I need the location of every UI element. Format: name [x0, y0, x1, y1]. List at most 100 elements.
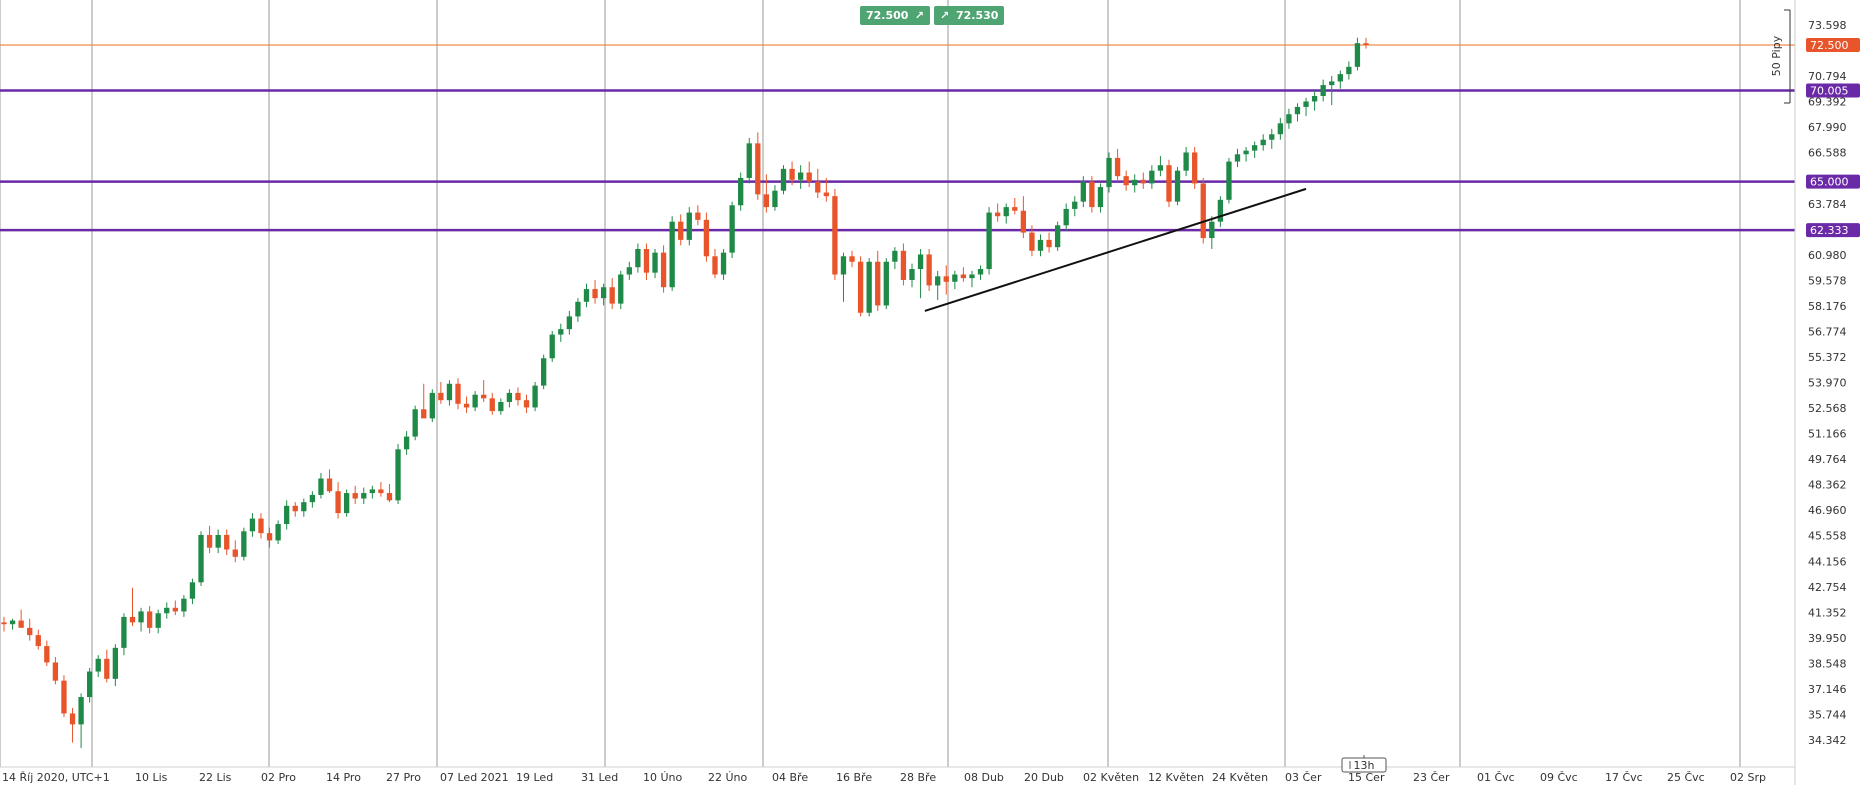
candle-body	[857, 261, 864, 313]
candle-up	[720, 248, 727, 280]
candle-down	[789, 161, 795, 186]
candle-up	[917, 248, 924, 299]
candle-body	[421, 409, 427, 419]
candle-body	[772, 190, 778, 208]
candle-body	[849, 256, 855, 262]
candle-body	[995, 212, 1001, 217]
candle-body	[1054, 225, 1061, 248]
candle-body	[1106, 157, 1112, 188]
candle-up	[189, 578, 196, 605]
candle-body	[1157, 165, 1164, 171]
horizontal-levels[interactable]	[0, 44, 1795, 232]
x-tick-label: 03 Čer	[1285, 771, 1322, 784]
candle-body	[284, 505, 290, 525]
candle-down	[335, 482, 341, 519]
candle-down	[266, 527, 273, 548]
candle-up	[1337, 70, 1343, 89]
time-axis[interactable]: 14 Říj 2020, UTC+1 10 Lis 22 Lis 02 Pro 14 P…	[2, 771, 1766, 784]
candle-body	[361, 493, 367, 499]
candle-body	[335, 491, 341, 514]
candle-up	[275, 520, 281, 545]
candle-down	[703, 212, 710, 262]
candle-up	[1320, 79, 1326, 102]
candle-up	[1072, 196, 1078, 217]
candle-body	[446, 383, 453, 401]
candle-body	[652, 252, 658, 273]
trendline[interactable]	[924, 187, 1307, 312]
y-tick-label: 35.744	[1808, 708, 1847, 721]
pips-ruler[interactable]: 50 Pipy	[1770, 9, 1791, 104]
candle-body	[189, 582, 196, 599]
candle-up	[772, 185, 778, 211]
candle-body	[1183, 152, 1189, 171]
candle-body	[960, 274, 967, 279]
candle-down	[643, 243, 650, 280]
candle-up	[87, 667, 93, 703]
candle-body	[969, 274, 975, 279]
y-tick-label: 42.754	[1808, 581, 1847, 594]
buy-price-button[interactable]: ↗ 72.530	[934, 6, 1004, 25]
candle-down	[755, 132, 761, 200]
candle-body	[258, 518, 264, 534]
candle-body	[1234, 154, 1241, 162]
candle-up	[369, 485, 375, 499]
candle-body	[326, 478, 333, 492]
candle-up	[9, 618, 16, 630]
candle-body	[917, 254, 924, 270]
candle-body	[1080, 181, 1086, 202]
candle-up	[138, 607, 144, 632]
candle-body	[455, 383, 461, 404]
candle-up	[249, 513, 256, 537]
candle-down	[1114, 148, 1121, 182]
candle-body	[635, 248, 641, 268]
candle-down	[712, 248, 718, 279]
candle-up	[626, 261, 632, 280]
candle-body	[660, 252, 667, 288]
candle-body	[403, 436, 410, 450]
candle-down	[695, 205, 701, 226]
candle-body	[498, 401, 504, 412]
candle-body	[78, 697, 84, 725]
candle-up	[1234, 148, 1241, 168]
candle-up	[1149, 165, 1155, 189]
candle-up	[78, 693, 84, 749]
candle-up	[1080, 176, 1086, 208]
candle-body	[900, 250, 907, 280]
candle-body	[926, 254, 932, 286]
x-tick-label: 02 Srp	[1730, 771, 1766, 784]
candle-body	[301, 502, 307, 512]
candle-up	[1243, 146, 1249, 162]
candle-body	[977, 269, 984, 275]
candle-up	[241, 527, 247, 561]
sell-price-button[interactable]: 72.500 ↗	[860, 6, 930, 25]
trendline-layer[interactable]	[924, 187, 1307, 312]
candle-up	[1311, 90, 1318, 111]
candle-up	[1209, 216, 1215, 249]
sell-price-value: 72.500	[866, 9, 909, 22]
candle-up	[600, 283, 607, 306]
candle-body	[129, 616, 136, 623]
price-axis[interactable]: 73.598 70.794 69.392 67.990 66.588 63.784 60.9…	[1808, 19, 1847, 747]
candle-up	[797, 165, 804, 189]
candle-body	[840, 256, 847, 275]
candle-body	[823, 192, 829, 197]
y-tick-label: 52.568	[1808, 402, 1847, 415]
candle-body	[1097, 187, 1104, 208]
candle-up	[472, 391, 478, 412]
candle-body	[1363, 43, 1369, 45]
candle-body	[815, 181, 821, 193]
candle-body	[35, 635, 41, 647]
candle-down	[1140, 172, 1146, 189]
candle-up	[112, 644, 119, 687]
candle-up	[395, 443, 401, 504]
candle-down	[172, 600, 178, 616]
candle-up	[95, 655, 101, 678]
candle-body	[643, 248, 650, 273]
candle-up	[1346, 61, 1352, 80]
x-tick-label: 27 Pro	[386, 771, 421, 784]
candle-body	[52, 662, 59, 681]
candle-down	[61, 675, 67, 718]
candle-body	[343, 493, 350, 514]
candle-down	[849, 250, 855, 268]
